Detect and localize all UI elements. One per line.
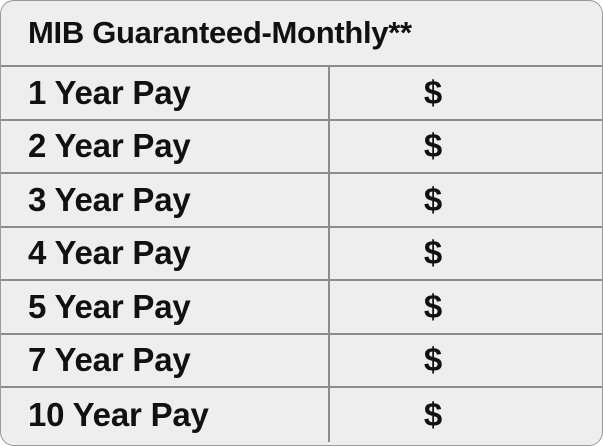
row-value: $ (423, 73, 443, 111)
row-value: $ (423, 395, 443, 433)
table-row: 10 Year Pay $ (1, 388, 602, 442)
row-label: 5 Year Pay (1, 281, 330, 333)
row-value: $ (423, 234, 443, 272)
row-label: 2 Year Pay (1, 120, 330, 172)
table-row: 3 Year Pay $ (1, 174, 602, 228)
table-row: 4 Year Pay $ (1, 227, 602, 281)
row-value: $ (423, 180, 443, 218)
row-label: 3 Year Pay (1, 174, 330, 226)
row-label: 7 Year Pay (1, 334, 330, 386)
row-label: 4 Year Pay (1, 227, 330, 279)
row-value: $ (423, 341, 443, 379)
table-row: 2 Year Pay $ (1, 120, 602, 174)
table-row: 7 Year Pay $ (1, 334, 602, 388)
row-label: 1 Year Pay (1, 67, 330, 119)
row-value: $ (423, 127, 443, 165)
table-row: 5 Year Pay $ (1, 281, 602, 335)
row-value: $ (423, 287, 443, 325)
table-title: MIB Guaranteed-Monthly** (1, 1, 602, 67)
table-row: 1 Year Pay $ (1, 67, 602, 121)
row-label: 10 Year Pay (1, 388, 330, 442)
